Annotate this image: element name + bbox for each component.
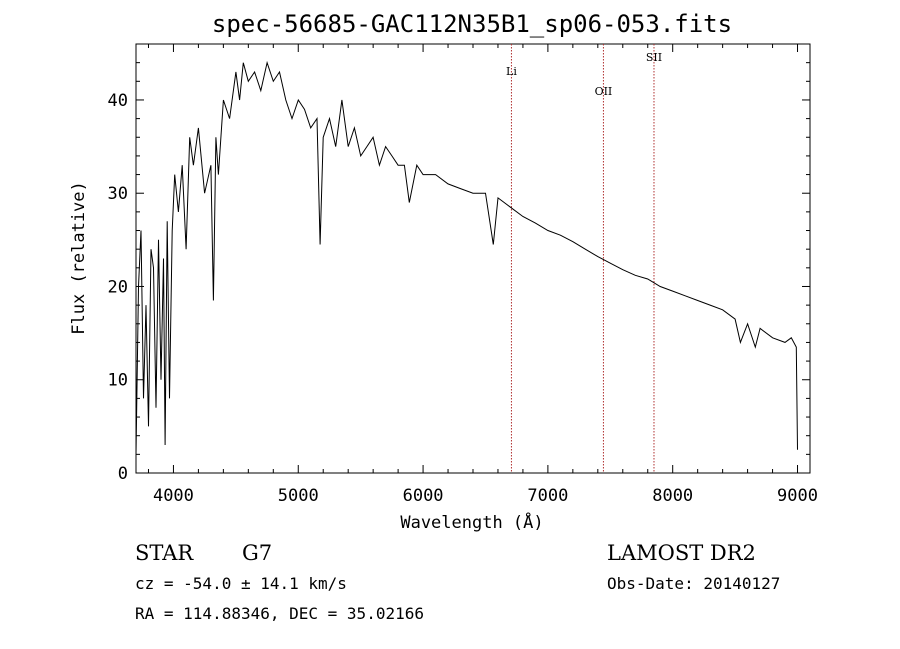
- x-axis-label: Wavelength (Å): [400, 511, 543, 533]
- redshift-info: cz = -54.0 ± 14.1 km/s: [135, 574, 347, 593]
- line-label-oii: OII: [595, 85, 613, 98]
- y-tick-label: 20: [108, 277, 128, 297]
- x-tick-label: 8000: [652, 486, 693, 506]
- plot-frame: [135, 43, 811, 474]
- line-label-li: Li: [506, 65, 517, 78]
- x-tick-label: 9000: [777, 486, 818, 506]
- object-subclass: G7: [242, 541, 272, 565]
- x-tick-label: 5000: [278, 486, 319, 506]
- y-tick-label: 0: [118, 464, 128, 484]
- object-class: STAR: [135, 541, 194, 565]
- y-tick-label: 40: [108, 91, 128, 111]
- coordinates: RA = 114.88346, DEC = 35.02166: [135, 604, 424, 623]
- x-tick-label: 7000: [527, 486, 568, 506]
- emission-lines: Li OII SII: [506, 44, 662, 473]
- obs-date: Obs-Date: 20140127: [607, 574, 780, 593]
- survey-name: LAMOST DR2: [607, 541, 756, 565]
- y-tick-label: 10: [108, 371, 128, 391]
- y-tick-label: 30: [108, 184, 128, 204]
- x-tick-label: 4000: [153, 486, 194, 506]
- chart-title: spec-56685-GAC112N35B1_sp06-053.fits: [212, 10, 732, 38]
- y-axis: 0 10 20 30 40: [108, 43, 810, 484]
- line-label-sii: SII: [646, 51, 662, 64]
- y-axis-label: Flux (relative): [69, 181, 89, 335]
- spectrum-series: [135, 60, 798, 455]
- x-axis: 4000 5000 6000 7000 8000 9000: [147, 44, 818, 506]
- spectrum-line: [135, 60, 798, 455]
- x-tick-label: 6000: [403, 486, 444, 506]
